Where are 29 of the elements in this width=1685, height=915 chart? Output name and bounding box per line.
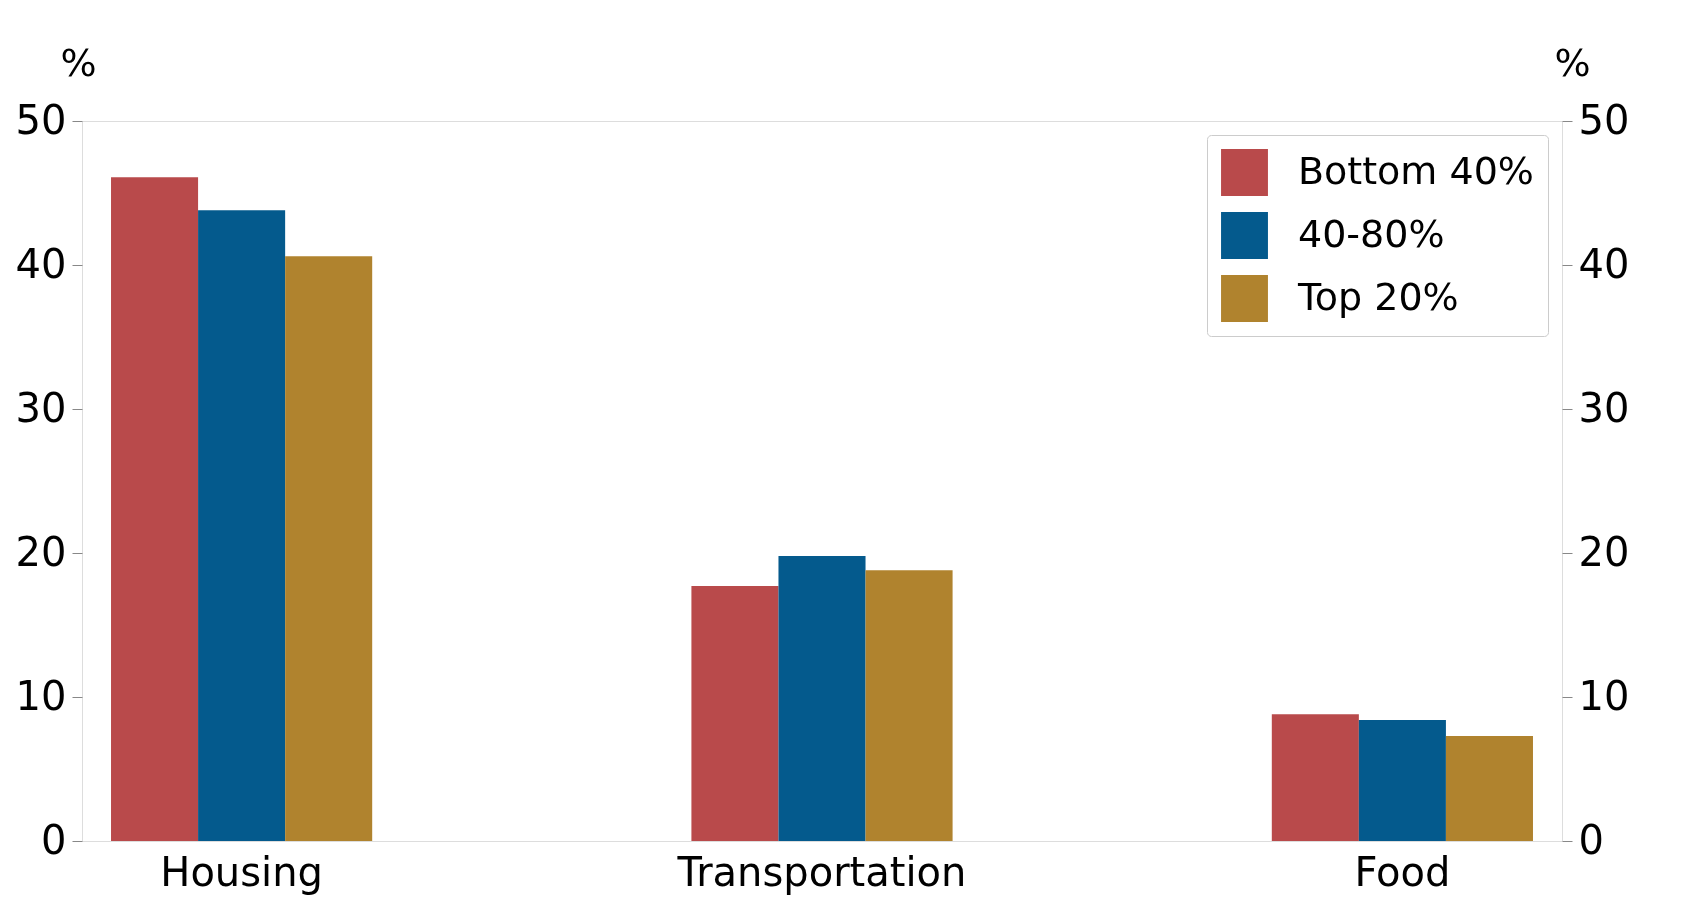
bar	[1271, 714, 1359, 841]
legend-label: Top 20%	[1297, 274, 1459, 319]
bar	[111, 177, 199, 841]
y2-tick-label: 50	[1578, 96, 1630, 143]
y-tick-label: 20	[15, 528, 67, 575]
y-tick-label: 0	[41, 816, 67, 863]
y2-tick-label: 40	[1578, 240, 1630, 287]
y-tick-label: 30	[15, 384, 67, 431]
y-tick-label: 40	[15, 240, 67, 287]
bar	[865, 570, 953, 841]
bar	[778, 555, 866, 841]
y2-axis-title: %	[1554, 40, 1591, 85]
x-tick-label: Food	[1354, 848, 1451, 895]
y2-tick-label: 0	[1578, 816, 1604, 863]
x-tick-label: Transportation	[676, 848, 967, 895]
x-tick-label: Housing	[160, 848, 323, 895]
y2-tick-label: 20	[1578, 528, 1630, 575]
legend-label: Bottom 40%	[1298, 148, 1534, 193]
legend-label: 40-80%	[1298, 211, 1445, 256]
bar	[691, 586, 779, 841]
bar	[285, 256, 373, 841]
y-axis-title: %	[60, 40, 97, 85]
bar	[1445, 735, 1533, 841]
bar	[1358, 720, 1446, 841]
bar	[198, 210, 286, 841]
y-tick-label: 10	[15, 672, 67, 719]
y-tick-label: 50	[15, 96, 67, 143]
y2-tick-label: 30	[1578, 384, 1630, 431]
y2-tick-label: 10	[1578, 672, 1630, 719]
